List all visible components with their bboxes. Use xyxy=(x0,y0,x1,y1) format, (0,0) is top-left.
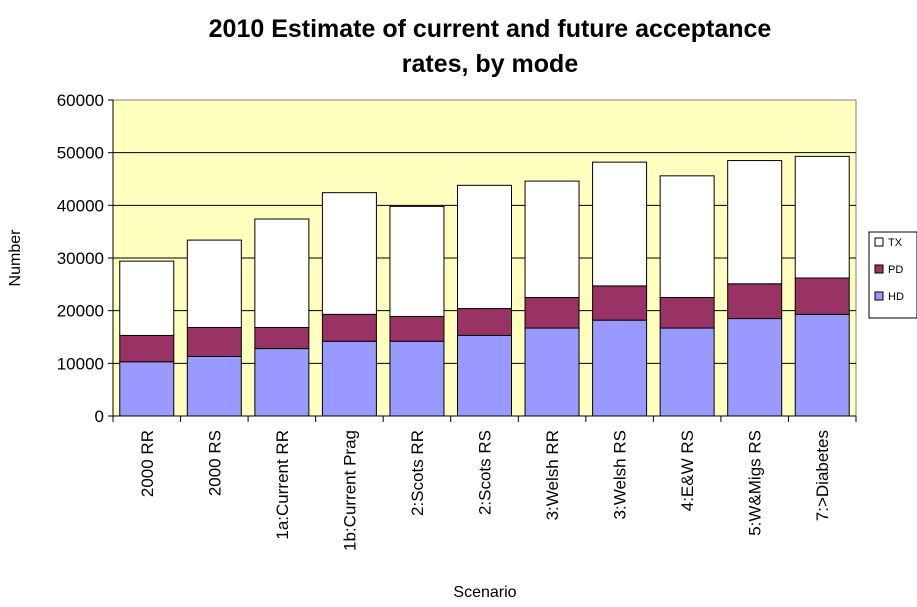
bar-hd xyxy=(186,355,242,417)
x-tick-label: 2000 RS xyxy=(205,430,224,496)
bar-pd xyxy=(727,283,783,320)
x-tick-label: 2:Scots RR xyxy=(408,430,427,516)
x-tick-label: 2:Scots RS xyxy=(476,430,495,515)
x-tick-label: 3:Welsh RR xyxy=(543,430,562,520)
x-tick-label: 5:W&Migs RS xyxy=(746,430,765,536)
bar-pd xyxy=(524,297,580,329)
bar-tx xyxy=(794,155,850,279)
bar-pd xyxy=(186,327,242,357)
chart-title-line-2: rates, by mode xyxy=(402,50,579,78)
legend-swatch-pd xyxy=(874,264,884,274)
bar-hd xyxy=(727,318,783,417)
legend-label-pd: PD xyxy=(888,264,903,276)
y-tick-label: 0 xyxy=(95,407,104,426)
x-tick-label: 1a:Current RR xyxy=(273,430,292,540)
x-axis-label: Scenario xyxy=(453,584,516,601)
bar-tx xyxy=(727,160,783,285)
bar-tx xyxy=(659,175,715,298)
bar-hd xyxy=(659,327,715,417)
x-tick-label: 1b:Current Prag xyxy=(340,430,359,551)
y-tick-label: 20000 xyxy=(57,302,104,321)
bar-tx xyxy=(321,192,377,315)
legend: TX PD HD xyxy=(868,231,917,319)
x-tick-label: 4:E&W RS xyxy=(678,430,697,511)
bar-hd xyxy=(389,340,445,417)
x-tick-label: 2000 RR xyxy=(138,430,157,497)
bar-pd xyxy=(457,308,512,336)
bar-tx xyxy=(254,218,310,329)
legend-swatch-hd xyxy=(874,291,884,301)
bar-tx xyxy=(186,239,242,329)
bar-pd xyxy=(254,327,310,350)
bar-hd xyxy=(524,327,580,417)
x-axis-ticks: 2000 RR 2000 RS 1a:Current RR 1b:Current Pr… xyxy=(112,416,857,551)
y-tick-label: 30000 xyxy=(57,249,104,268)
y-axis-label: Number xyxy=(7,229,24,287)
legend-label-tx: TX xyxy=(888,237,903,249)
bar-pd xyxy=(592,285,648,321)
bar-tx xyxy=(524,180,580,299)
bar-tx xyxy=(457,184,512,310)
bar-pd xyxy=(794,277,850,315)
bar-tx xyxy=(119,260,175,336)
y-tick-label: 10000 xyxy=(57,354,104,373)
bar-tx xyxy=(592,161,648,287)
legend-swatch-tx xyxy=(874,237,884,247)
bar-pd xyxy=(321,313,377,342)
bar-hd xyxy=(592,319,648,417)
bar-pd xyxy=(659,297,715,329)
bar-hd xyxy=(254,348,310,417)
y-axis-ticks: 0 10000 20000 30000 40000 50000 60000 xyxy=(57,91,113,426)
bars xyxy=(119,155,850,417)
bar-pd xyxy=(119,334,175,363)
y-tick-label: 50000 xyxy=(57,144,104,163)
legend-label-hd: HD xyxy=(888,291,904,303)
bar-hd xyxy=(119,361,175,417)
bar-hd xyxy=(457,334,512,417)
bar-pd xyxy=(389,315,445,342)
y-tick-label: 40000 xyxy=(57,196,104,215)
chart-title-line-1: 2010 Estimate of current and future acce… xyxy=(209,15,772,43)
bar-tx xyxy=(389,205,445,317)
x-tick-label: 7:>Diabetes xyxy=(813,430,832,521)
bar-hd xyxy=(321,340,377,417)
y-tick-label: 60000 xyxy=(57,91,104,110)
bar-hd xyxy=(794,313,850,417)
x-tick-label: 3:Welsh RS xyxy=(611,430,630,519)
